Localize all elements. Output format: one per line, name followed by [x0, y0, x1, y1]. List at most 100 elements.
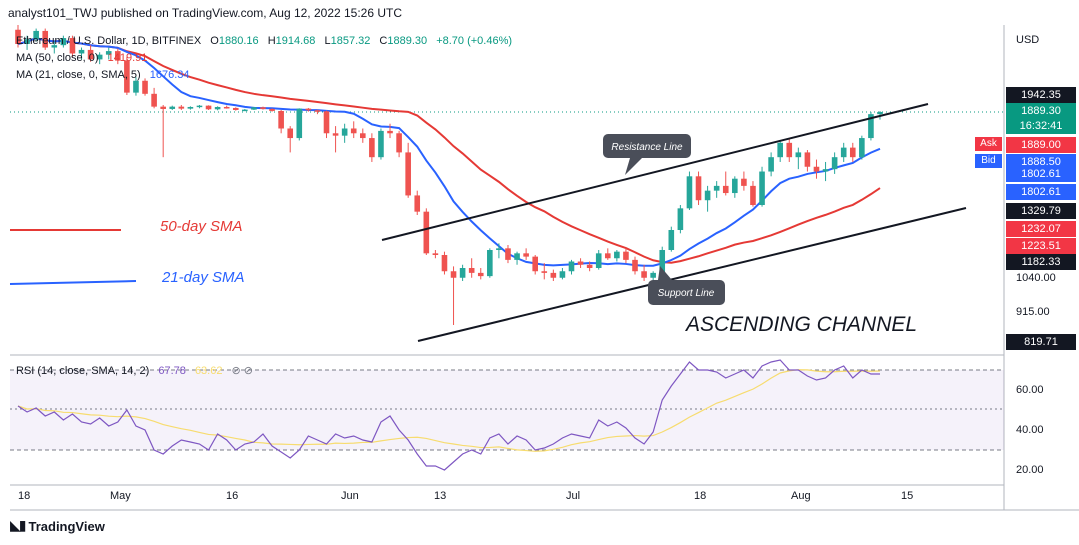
- candle-body[interactable]: [296, 108, 303, 139]
- candle-body[interactable]: [269, 108, 275, 111]
- candle-body[interactable]: [532, 256, 538, 272]
- resistance-callout[interactable]: [603, 134, 691, 158]
- candle-body[interactable]: [822, 169, 829, 172]
- candle-body[interactable]: [396, 133, 402, 153]
- tradingview-logo[interactable]: ◣▮ TradingView: [10, 518, 105, 534]
- candle-body[interactable]: [260, 107, 266, 109]
- candle-body[interactable]: [496, 248, 502, 250]
- candle-body[interactable]: [804, 152, 811, 167]
- candle-body[interactable]: [369, 138, 375, 158]
- candle-body[interactable]: [795, 152, 802, 158]
- candle-body[interactable]: [33, 30, 39, 40]
- candle-body[interactable]: [768, 157, 774, 172]
- resistance-line[interactable]: [381, 103, 929, 241]
- candle-body[interactable]: [232, 107, 239, 110]
- candle-body[interactable]: [278, 110, 284, 129]
- candle-body[interactable]: [405, 152, 411, 196]
- candle-body[interactable]: [60, 38, 67, 46]
- candle-body[interactable]: [541, 271, 548, 273]
- candle-body[interactable]: [686, 176, 693, 209]
- candle-body[interactable]: [124, 60, 130, 93]
- candle-body[interactable]: [586, 264, 593, 268]
- candle-body[interactable]: [42, 30, 49, 48]
- candle-body[interactable]: [632, 259, 638, 272]
- candle-body[interactable]: [432, 253, 439, 255]
- candle-body[interactable]: [877, 112, 883, 115]
- candle-body[interactable]: [813, 166, 820, 172]
- support-line[interactable]: [417, 207, 967, 342]
- candle-body[interactable]: [178, 106, 185, 109]
- candle-body[interactable]: [623, 251, 629, 260]
- candle-body[interactable]: [223, 106, 230, 109]
- candle-body[interactable]: [523, 253, 529, 257]
- candle-body[interactable]: [314, 110, 321, 112]
- candle-body[interactable]: [378, 130, 384, 158]
- candle-body[interactable]: [868, 114, 874, 139]
- candle-body[interactable]: [732, 178, 738, 194]
- candle-body[interactable]: [550, 272, 557, 278]
- candle-body[interactable]: [859, 138, 865, 158]
- candle-body[interactable]: [677, 208, 684, 230]
- candle-body[interactable]: [487, 250, 493, 277]
- candle-body[interactable]: [205, 105, 212, 110]
- candle-body[interactable]: [242, 109, 248, 112]
- candle-body[interactable]: [87, 49, 94, 60]
- candle-body[interactable]: [414, 195, 421, 212]
- candle-body[interactable]: [169, 106, 176, 109]
- candle-body[interactable]: [332, 133, 339, 136]
- candle-body[interactable]: [704, 190, 711, 201]
- candle-body[interactable]: [713, 185, 720, 191]
- candle-body[interactable]: [459, 268, 466, 278]
- candle-body[interactable]: [105, 51, 112, 55]
- candle-body[interactable]: [15, 29, 21, 44]
- symbol-legend[interactable]: Ethereum / U.S. Dollar, 1D, BITFINEX O18…: [16, 35, 512, 47]
- candle-body[interactable]: [595, 253, 602, 268]
- candle-body[interactable]: [750, 185, 756, 205]
- candle-body[interactable]: [151, 93, 157, 107]
- candle-body[interactable]: [142, 80, 148, 94]
- candle-body[interactable]: [468, 268, 475, 273]
- candle-body[interactable]: [214, 106, 221, 110]
- candles[interactable]: [15, 25, 883, 325]
- ma50-legend[interactable]: MA (50, close, 0) 1419.91: [16, 52, 147, 64]
- candle-body[interactable]: [115, 51, 121, 61]
- candle-body[interactable]: [360, 133, 366, 139]
- candle-body[interactable]: [514, 253, 520, 260]
- candle-body[interactable]: [387, 130, 393, 134]
- candle-body[interactable]: [477, 272, 484, 277]
- candle-body[interactable]: [505, 248, 511, 260]
- candle-body[interactable]: [133, 80, 139, 93]
- candle-body[interactable]: [323, 111, 330, 134]
- candle-body[interactable]: [96, 54, 103, 60]
- candle-body[interactable]: [604, 253, 611, 259]
- candle-body[interactable]: [650, 272, 656, 278]
- candle-body[interactable]: [659, 250, 666, 273]
- candle-body[interactable]: [777, 142, 783, 158]
- candle-body[interactable]: [741, 178, 747, 186]
- candle-body[interactable]: [577, 261, 584, 265]
- candle-body[interactable]: [722, 185, 729, 194]
- ma21-legend[interactable]: MA (21, close, 0, SMA, 5) 1676.34: [16, 69, 190, 81]
- candle-body[interactable]: [69, 38, 76, 54]
- candle-body[interactable]: [196, 105, 203, 108]
- candle-body[interactable]: [51, 45, 58, 48]
- candle-body[interactable]: [849, 147, 856, 158]
- candle-body[interactable]: [160, 106, 166, 109]
- candle-body[interactable]: [24, 39, 30, 44]
- support-callout[interactable]: [648, 280, 725, 305]
- rsi-legend[interactable]: RSI (14, close, SMA, 14, 2) 67.78 63.62 …: [16, 364, 253, 377]
- candle-body[interactable]: [559, 271, 566, 278]
- candle-body[interactable]: [668, 230, 675, 250]
- candle-body[interactable]: [840, 147, 847, 158]
- candle-body[interactable]: [305, 108, 312, 111]
- candle-body[interactable]: [568, 261, 575, 272]
- candle-body[interactable]: [350, 128, 357, 134]
- candle-body[interactable]: [251, 107, 257, 110]
- candle-body[interactable]: [423, 211, 430, 254]
- candle-body[interactable]: [695, 176, 702, 201]
- candle-body[interactable]: [759, 171, 765, 205]
- candle-body[interactable]: [614, 251, 620, 259]
- candle-body[interactable]: [78, 49, 85, 54]
- candle-body[interactable]: [187, 106, 194, 109]
